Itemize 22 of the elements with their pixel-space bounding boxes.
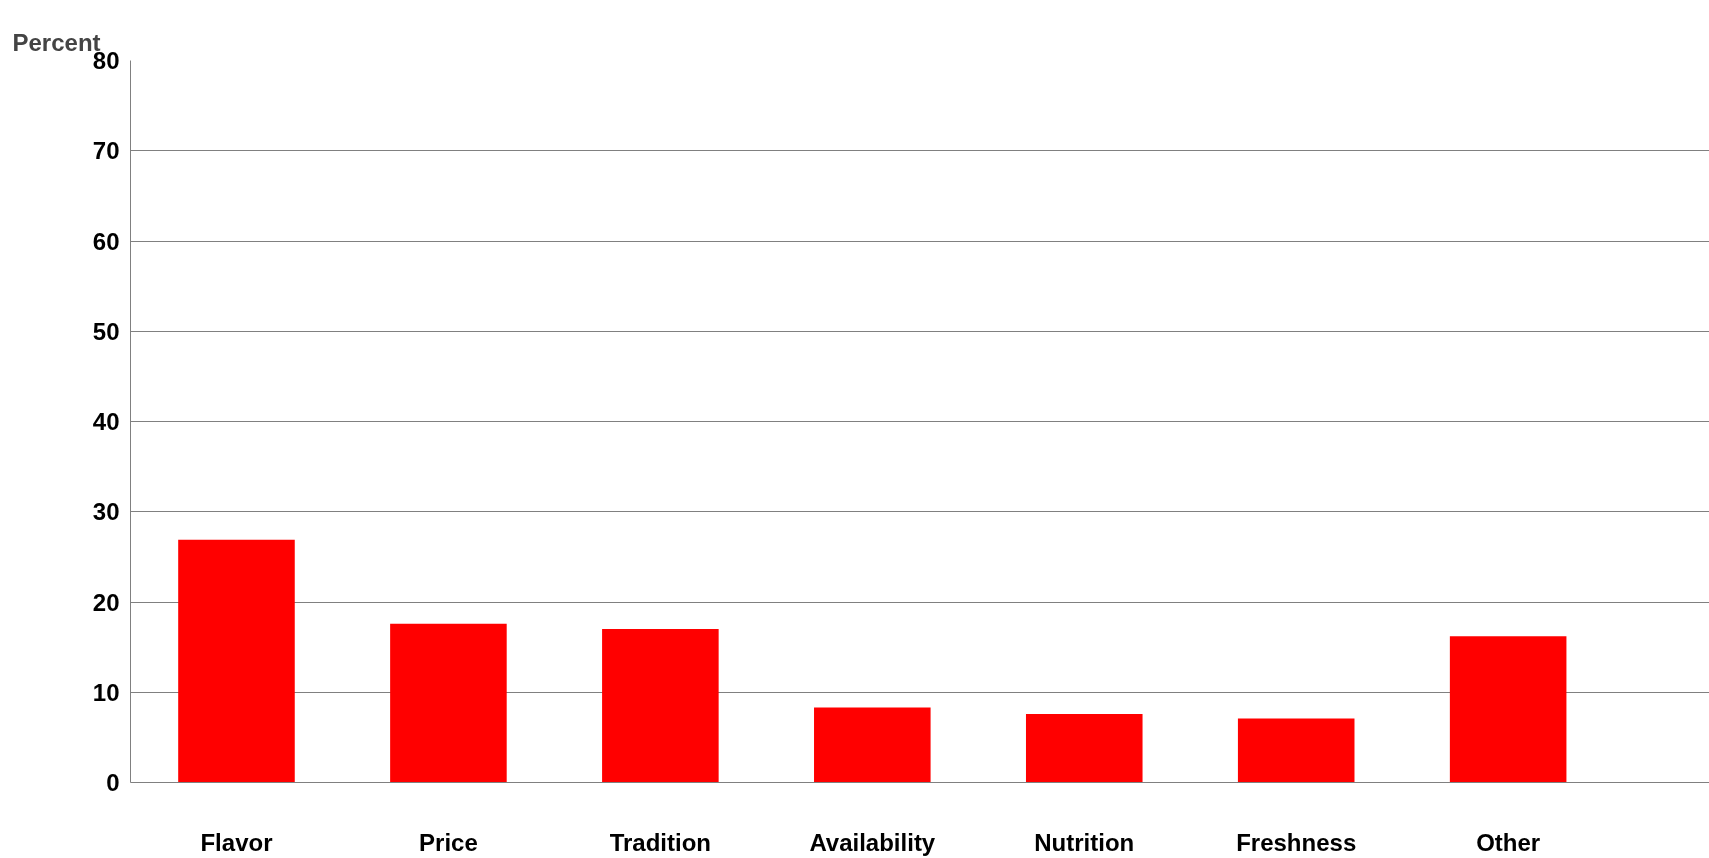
y-tick-label: 0 xyxy=(106,769,120,796)
bar xyxy=(602,629,719,783)
y-tick-label: 70 xyxy=(92,137,120,165)
bar xyxy=(1025,713,1143,783)
x-tick-label: Tradition xyxy=(609,828,712,856)
x-tick-label: Availability xyxy=(809,828,936,856)
bar xyxy=(814,707,931,783)
y-tick-label: 40 xyxy=(92,408,120,435)
bar xyxy=(1237,718,1355,783)
bar xyxy=(390,623,507,783)
x-tick-label: Flavor xyxy=(200,828,273,856)
y-tick-label: 60 xyxy=(92,227,120,255)
bar xyxy=(1449,636,1567,783)
y-tick-label: 30 xyxy=(92,498,120,526)
x-tick-label: Freshness xyxy=(1236,828,1357,856)
y-tick-label: 50 xyxy=(92,317,120,345)
y-tick-label: 20 xyxy=(92,588,120,616)
x-tick-label: Nutrition xyxy=(1034,828,1135,856)
bar xyxy=(178,539,295,783)
x-tick-label: Other xyxy=(1476,828,1541,856)
y-tick-label: 10 xyxy=(92,678,120,706)
x-tick-label: Price xyxy=(419,828,478,856)
